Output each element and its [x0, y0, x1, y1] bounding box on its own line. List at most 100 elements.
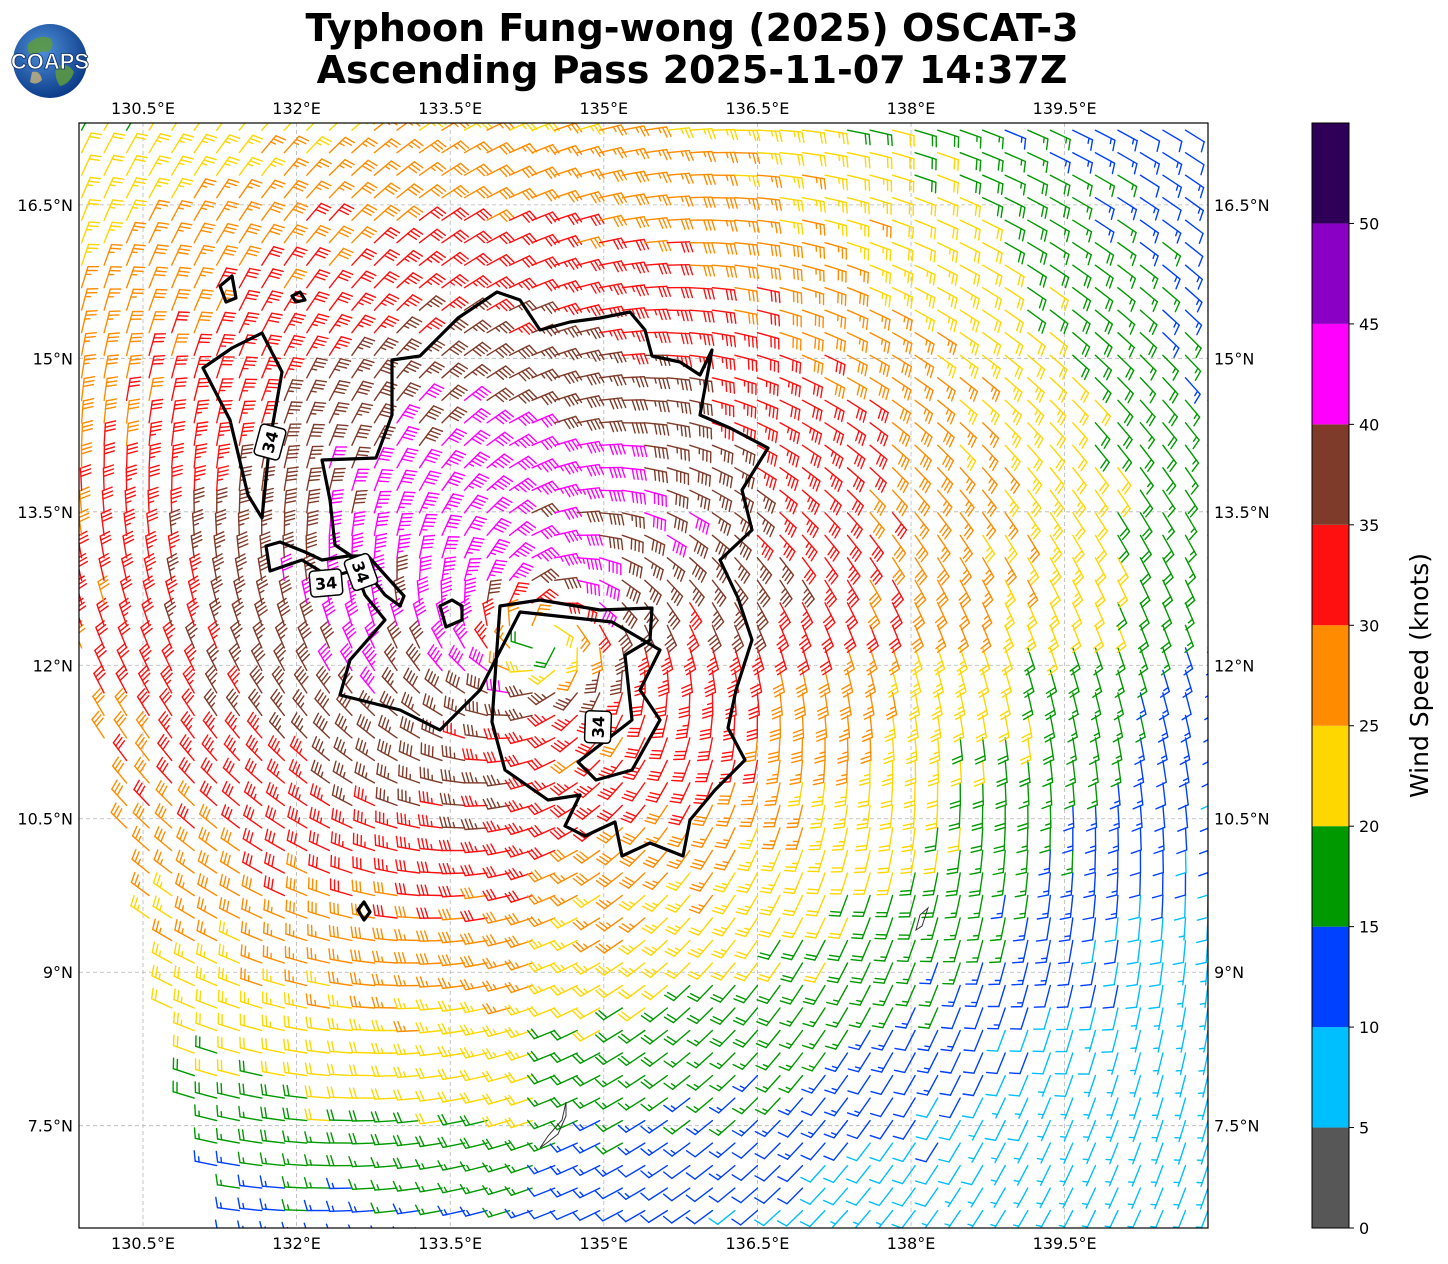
wind-barb — [486, 518, 512, 536]
wind-barb — [572, 1119, 601, 1132]
wind-barb — [412, 597, 427, 627]
wind-barb — [685, 1164, 714, 1180]
wind-barb — [1106, 1097, 1119, 1120]
wind-barb — [376, 762, 398, 784]
wind-barb — [642, 894, 668, 912]
wind-barb — [1093, 602, 1105, 631]
wind-barb — [801, 1029, 826, 1050]
wind-barb — [930, 714, 942, 743]
wind-barb — [892, 1097, 916, 1118]
wind-barb — [482, 820, 511, 833]
wind-barb — [1177, 782, 1189, 810]
wind-barb — [572, 1164, 601, 1177]
wind-barb — [238, 1082, 263, 1099]
colorbar-segment — [1312, 123, 1349, 224]
wind-barb — [640, 1007, 668, 1023]
wind-barb — [621, 602, 638, 629]
wind-barb — [398, 764, 421, 784]
wind-barb — [405, 643, 421, 672]
wind-barb — [135, 711, 150, 739]
wind-barb — [572, 1052, 601, 1065]
wind-barb — [822, 1187, 849, 1206]
wind-barb — [890, 602, 903, 631]
wind-barb — [769, 714, 782, 742]
wind-barb — [848, 1007, 871, 1029]
wind-barb — [704, 669, 717, 698]
wind-barb — [172, 1011, 195, 1032]
wind-barb — [1049, 557, 1062, 586]
wind-barb — [326, 1086, 353, 1099]
wind-barb — [758, 894, 781, 916]
wind-barb — [995, 782, 1007, 809]
wind-barb — [1197, 1074, 1208, 1098]
wind-barb — [527, 758, 556, 771]
wind-barb — [754, 1119, 781, 1138]
wind-barb — [459, 1206, 488, 1217]
wind-barb — [998, 714, 1010, 743]
wind-barb — [917, 1007, 939, 1029]
wind-barb — [762, 804, 781, 828]
wind-barb — [528, 669, 556, 685]
wind-barb — [486, 559, 508, 581]
wind-barb — [785, 827, 804, 850]
wind-barb — [1207, 264, 1208, 267]
wind-barb — [985, 1052, 1006, 1075]
contour-label: 34 — [308, 568, 344, 598]
wind-barb — [893, 1074, 916, 1096]
wind-barb — [1207, 151, 1208, 154]
wind-barb — [1013, 1187, 1029, 1209]
wind-barb — [595, 1052, 623, 1066]
lon-tick-label-top: 135°E — [579, 99, 628, 118]
colorbar-tick-label: 50 — [1359, 214, 1379, 233]
wind-barb — [177, 780, 195, 807]
colorbar-segment — [1312, 524, 1349, 626]
wind-barb — [1204, 669, 1208, 698]
wind-barb — [468, 646, 488, 672]
wind-barb — [619, 827, 646, 845]
wind-barb — [827, 917, 849, 939]
wind-barb — [1150, 917, 1164, 943]
wind-barb — [392, 1157, 421, 1170]
wind-barb — [198, 826, 218, 852]
wind-barb — [664, 962, 691, 979]
wind-barb — [1207, 602, 1208, 631]
wind-barb — [527, 893, 556, 905]
wind-barb — [833, 804, 849, 830]
wind-barb — [754, 1097, 781, 1115]
wind-barb — [1086, 782, 1099, 810]
wind-barb — [160, 665, 173, 694]
wind-barb — [970, 827, 984, 853]
wind-barb — [452, 620, 468, 649]
wind-barb — [738, 827, 759, 850]
wind-barb — [977, 669, 990, 698]
wind-barb — [755, 1074, 781, 1093]
wind-barb — [1017, 804, 1029, 832]
wind-barb — [216, 1104, 241, 1122]
wind-barb — [152, 895, 173, 919]
wind-barb — [1207, 287, 1208, 289]
wind-barb — [807, 849, 826, 873]
wind-barb — [663, 1007, 691, 1024]
wind-barb — [927, 759, 940, 787]
wind-barb — [264, 851, 285, 874]
wind-barb — [482, 1003, 511, 1015]
wind-barb — [482, 957, 511, 970]
chart-title-line1: Typhoon Fung-wong (2025) OSCAT-3 — [305, 6, 1079, 50]
wind-barb — [823, 1164, 849, 1184]
wind-barb — [617, 1209, 646, 1223]
wind-barb — [137, 665, 151, 694]
wind-barb — [860, 737, 872, 764]
wind-barb — [326, 1109, 353, 1122]
wind-barb — [914, 557, 928, 586]
wind-barb — [777, 1142, 804, 1160]
wind-barb — [393, 1043, 421, 1056]
wind-barb — [1207, 422, 1208, 424]
wind-barb — [981, 602, 993, 631]
wind-barb — [163, 597, 177, 627]
wind-barb — [271, 665, 285, 694]
wind-barb — [505, 1232, 532, 1241]
wind-barb — [664, 624, 678, 653]
wind-barb — [1072, 579, 1084, 608]
wind-barb — [824, 1052, 849, 1073]
wind-barb — [218, 943, 241, 964]
